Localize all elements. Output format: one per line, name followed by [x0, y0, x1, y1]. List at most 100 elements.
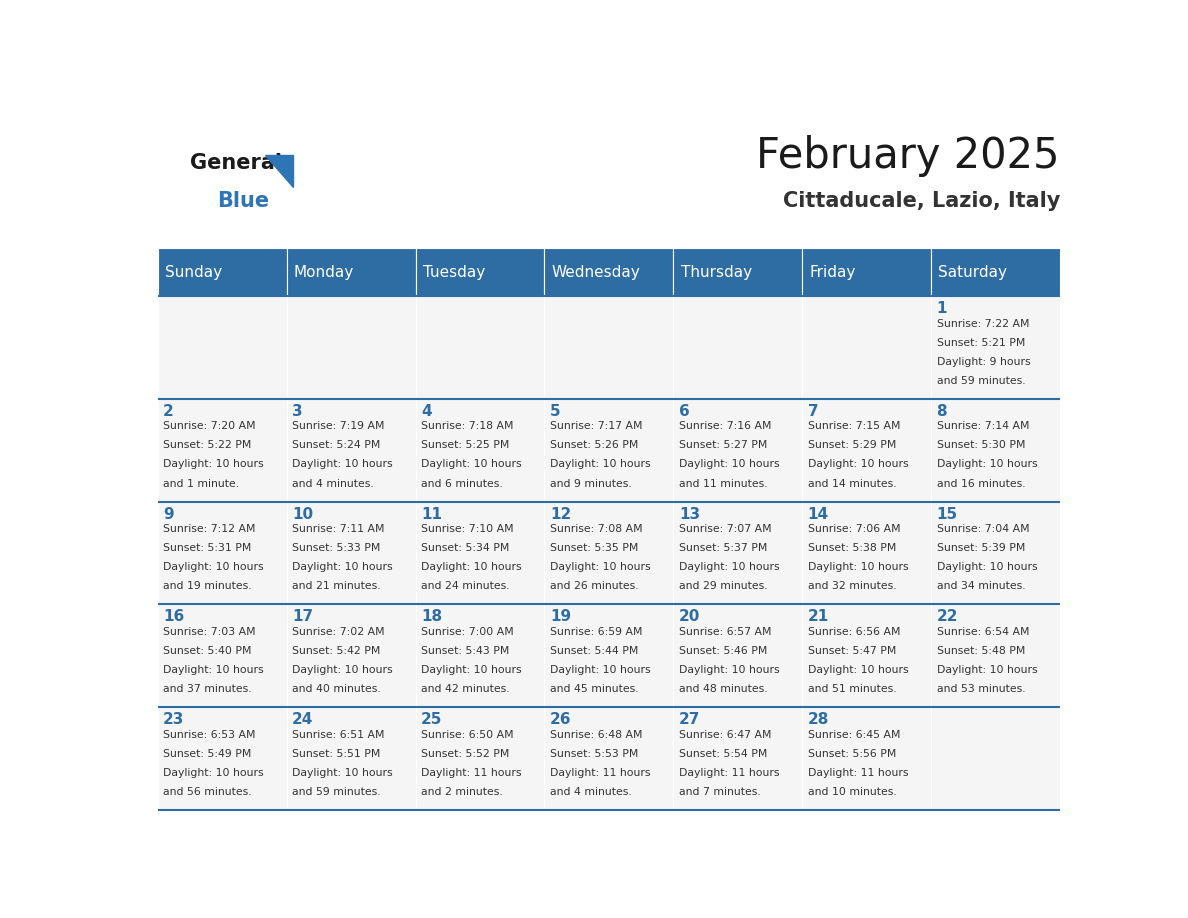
Text: and 16 minutes.: and 16 minutes. — [936, 478, 1025, 488]
Bar — [931, 398, 1060, 501]
Bar — [286, 604, 416, 707]
Text: Sunrise: 7:22 AM: Sunrise: 7:22 AM — [936, 319, 1029, 329]
Text: and 34 minutes.: and 34 minutes. — [936, 581, 1025, 591]
Text: 24: 24 — [292, 712, 314, 727]
Text: and 2 minutes.: and 2 minutes. — [421, 787, 503, 797]
Bar — [416, 297, 544, 398]
Text: Sunrise: 7:20 AM: Sunrise: 7:20 AM — [163, 421, 255, 431]
Text: Daylight: 10 hours: Daylight: 10 hours — [678, 665, 779, 675]
Bar — [674, 248, 802, 297]
Bar — [931, 707, 1060, 810]
Text: Sunrise: 6:56 AM: Sunrise: 6:56 AM — [808, 627, 901, 637]
Text: Sunset: 5:43 PM: Sunset: 5:43 PM — [421, 646, 510, 656]
Bar — [931, 248, 1060, 297]
Text: 9: 9 — [163, 507, 173, 521]
Text: and 19 minutes.: and 19 minutes. — [163, 581, 252, 591]
Bar — [802, 604, 931, 707]
Text: Sunset: 5:42 PM: Sunset: 5:42 PM — [292, 646, 380, 656]
Text: Daylight: 10 hours: Daylight: 10 hours — [550, 562, 651, 572]
Text: Monday: Monday — [293, 264, 354, 279]
Text: and 4 minutes.: and 4 minutes. — [550, 787, 632, 797]
Bar — [286, 398, 416, 501]
Text: Sunrise: 6:48 AM: Sunrise: 6:48 AM — [550, 730, 643, 740]
Bar — [158, 297, 286, 398]
Bar — [286, 297, 416, 398]
Text: Daylight: 10 hours: Daylight: 10 hours — [808, 562, 909, 572]
Text: 2: 2 — [163, 404, 173, 419]
Text: 14: 14 — [808, 507, 829, 521]
Text: 11: 11 — [421, 507, 442, 521]
Bar — [674, 707, 802, 810]
Bar — [544, 604, 674, 707]
Text: Daylight: 10 hours: Daylight: 10 hours — [292, 460, 393, 469]
Text: Sunrise: 7:18 AM: Sunrise: 7:18 AM — [421, 421, 513, 431]
Text: and 56 minutes.: and 56 minutes. — [163, 787, 252, 797]
Text: and 32 minutes.: and 32 minutes. — [808, 581, 897, 591]
Text: Cittaducale, Lazio, Italy: Cittaducale, Lazio, Italy — [783, 192, 1060, 211]
Bar — [544, 297, 674, 398]
Bar — [931, 501, 1060, 604]
Text: Sunset: 5:31 PM: Sunset: 5:31 PM — [163, 543, 252, 554]
Bar — [802, 248, 931, 297]
Bar — [802, 707, 931, 810]
Text: Sunrise: 7:16 AM: Sunrise: 7:16 AM — [678, 421, 771, 431]
Text: Sunrise: 6:54 AM: Sunrise: 6:54 AM — [936, 627, 1029, 637]
Text: Sunrise: 7:19 AM: Sunrise: 7:19 AM — [292, 421, 385, 431]
Bar — [416, 248, 544, 297]
Text: and 14 minutes.: and 14 minutes. — [808, 478, 897, 488]
Text: Sunset: 5:37 PM: Sunset: 5:37 PM — [678, 543, 767, 554]
Text: Sunrise: 7:02 AM: Sunrise: 7:02 AM — [292, 627, 385, 637]
Text: 1: 1 — [936, 301, 947, 316]
Text: and 21 minutes.: and 21 minutes. — [292, 581, 381, 591]
Text: 12: 12 — [550, 507, 571, 521]
Text: Daylight: 10 hours: Daylight: 10 hours — [292, 562, 393, 572]
Text: Daylight: 10 hours: Daylight: 10 hours — [292, 665, 393, 675]
Text: Daylight: 10 hours: Daylight: 10 hours — [163, 767, 264, 778]
Text: Sunset: 5:46 PM: Sunset: 5:46 PM — [678, 646, 767, 656]
Text: Daylight: 10 hours: Daylight: 10 hours — [936, 562, 1037, 572]
Text: 6: 6 — [678, 404, 689, 419]
Text: 16: 16 — [163, 610, 184, 624]
Text: Sunset: 5:34 PM: Sunset: 5:34 PM — [421, 543, 510, 554]
Text: Sunset: 5:29 PM: Sunset: 5:29 PM — [808, 441, 896, 451]
Text: and 37 minutes.: and 37 minutes. — [163, 684, 252, 694]
Text: and 45 minutes.: and 45 minutes. — [550, 684, 639, 694]
Text: and 26 minutes.: and 26 minutes. — [550, 581, 639, 591]
Text: 27: 27 — [678, 712, 700, 727]
Text: Wednesday: Wednesday — [551, 264, 640, 279]
Bar — [544, 248, 674, 297]
Text: Sunrise: 7:03 AM: Sunrise: 7:03 AM — [163, 627, 255, 637]
Text: 18: 18 — [421, 610, 442, 624]
Text: and 48 minutes.: and 48 minutes. — [678, 684, 767, 694]
Text: Sunset: 5:54 PM: Sunset: 5:54 PM — [678, 749, 767, 759]
Text: and 59 minutes.: and 59 minutes. — [936, 375, 1025, 386]
Text: Daylight: 11 hours: Daylight: 11 hours — [808, 767, 908, 778]
Text: 20: 20 — [678, 610, 700, 624]
Text: Daylight: 10 hours: Daylight: 10 hours — [808, 460, 909, 469]
Text: Daylight: 10 hours: Daylight: 10 hours — [421, 665, 522, 675]
Text: Sunset: 5:47 PM: Sunset: 5:47 PM — [808, 646, 896, 656]
Text: Sunrise: 7:06 AM: Sunrise: 7:06 AM — [808, 524, 901, 534]
Text: Daylight: 10 hours: Daylight: 10 hours — [163, 460, 264, 469]
Text: and 29 minutes.: and 29 minutes. — [678, 581, 767, 591]
Text: Sunrise: 7:08 AM: Sunrise: 7:08 AM — [550, 524, 643, 534]
Text: Daylight: 11 hours: Daylight: 11 hours — [421, 767, 522, 778]
Text: Daylight: 10 hours: Daylight: 10 hours — [678, 562, 779, 572]
Bar — [416, 501, 544, 604]
Text: and 59 minutes.: and 59 minutes. — [292, 787, 381, 797]
Text: Sunset: 5:51 PM: Sunset: 5:51 PM — [292, 749, 380, 759]
Text: 7: 7 — [808, 404, 819, 419]
Bar — [544, 707, 674, 810]
Bar — [802, 501, 931, 604]
Text: and 9 minutes.: and 9 minutes. — [550, 478, 632, 488]
Text: and 1 minute.: and 1 minute. — [163, 478, 239, 488]
Text: 13: 13 — [678, 507, 700, 521]
Text: 25: 25 — [421, 712, 442, 727]
Text: Sunrise: 7:04 AM: Sunrise: 7:04 AM — [936, 524, 1029, 534]
Text: and 53 minutes.: and 53 minutes. — [936, 684, 1025, 694]
Text: Daylight: 11 hours: Daylight: 11 hours — [678, 767, 779, 778]
Bar — [544, 501, 674, 604]
Bar — [674, 604, 802, 707]
Text: 15: 15 — [936, 507, 958, 521]
Text: Sunrise: 6:59 AM: Sunrise: 6:59 AM — [550, 627, 643, 637]
